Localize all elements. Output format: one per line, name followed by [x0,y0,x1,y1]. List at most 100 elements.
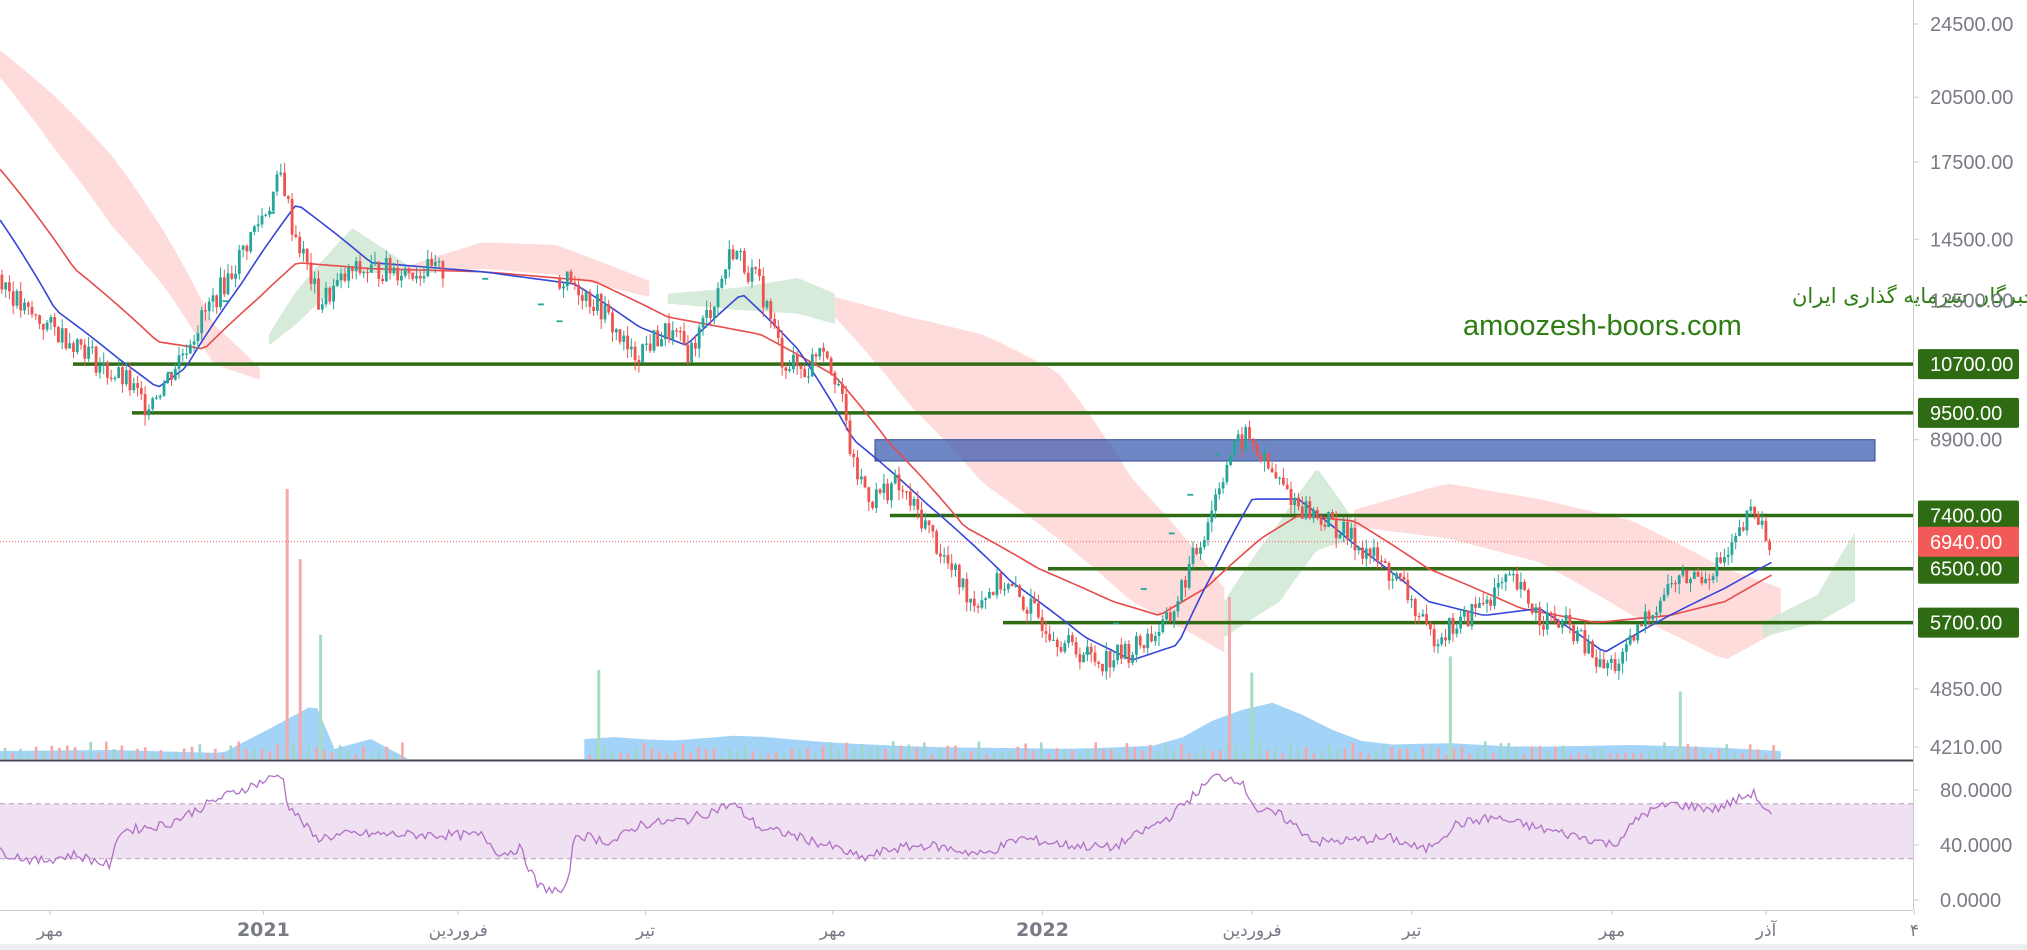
candle-body [275,174,279,192]
candle-body [724,269,727,279]
lagging-span-mark [269,211,275,214]
volume-bar [658,751,661,759]
candle-body [132,383,136,391]
candle-body [969,598,972,603]
candle-body [1478,602,1481,608]
cloud-segment [269,228,409,346]
candle-body [874,489,878,508]
volume-bar [292,743,295,759]
candle-body [972,598,976,606]
volume-bar [814,753,817,759]
candle-body [1519,581,1523,590]
candle-body [53,317,57,327]
rsi-scale[interactable]: 80.0000 40.0000 0.0000 [1913,780,2012,912]
candle-body [1523,581,1526,590]
candle-body [1764,520,1768,541]
volume-bar [1569,754,1573,759]
candle-body [629,346,633,350]
volume-bar [1304,746,1308,759]
support-resistance-lines[interactable] [73,362,1913,625]
candle-body [1768,540,1771,551]
price-scale[interactable]: 24500.00 20500.00 17500.00 14500.00 12500.00… [1913,14,2019,759]
level-badge[interactable]: 10700.00 [1918,349,2019,380]
time-tick-label: تیر [1401,921,1422,941]
candle-body [177,355,181,369]
candle-body [588,291,592,307]
volume-bar [136,748,139,759]
candle-body [98,365,102,373]
level-badge[interactable]: 6500.00 [1918,553,2019,584]
level-badge-bg [1918,500,2019,531]
candle-body [637,360,641,363]
candle-body [592,306,595,311]
level-badge-bg [1918,553,2019,584]
volume-bar [237,741,240,759]
candle-body [893,474,897,484]
level-badge[interactable]: 5700.00 [1918,607,2019,638]
candle-body [1240,434,1244,450]
candle-body [829,358,833,373]
resistance-zone[interactable] [874,439,1876,462]
level-badge-text: 10700.00 [1930,354,2013,376]
candle-body [1576,630,1579,642]
candle-body [1455,628,1459,634]
volume-bar [845,742,848,759]
candle-body [1018,585,1021,597]
candle-body [1229,455,1232,465]
price-pane[interactable]: انجمن خبرگان سرمایه گذاری ایران amoozesh… [0,0,2027,760]
lagging-span-mark [1168,532,1175,535]
candle-body [1248,427,1251,439]
volume-bar [175,751,178,759]
volume-bar [190,746,194,759]
volume-bar [229,745,233,759]
candle-body [1312,510,1315,519]
level-badge[interactable]: 7400.00 [1918,500,2019,531]
candle-body [1647,611,1651,620]
volume-bar [1772,744,1775,759]
candle-body [1191,547,1195,564]
rsi-tick-label: 40.0000 [1940,835,2012,857]
candle-body [1104,651,1108,672]
candle-body [622,335,626,342]
candle-body [814,354,818,357]
volume-histogram [0,489,1781,759]
candle-body [1315,510,1319,516]
volume-bar [42,751,46,759]
candle-body [1496,583,1500,588]
candle-body [1444,637,1447,641]
candle-body [1760,520,1764,525]
time-tick-label: فروردین [1223,921,1282,941]
candle-body [577,284,580,296]
candle-body [1681,570,1685,576]
candle-body [181,353,185,356]
level-badge[interactable]: 9500.00 [1918,397,2019,428]
volume-bar [89,741,92,759]
candle-body [1342,521,1346,535]
candle-body [739,250,742,253]
candle-body [1097,661,1101,664]
rsi-pane[interactable] [0,773,1913,895]
candle-body [1308,501,1312,519]
candle-body [810,354,814,377]
volume-bar [1717,749,1721,759]
candle-body [411,272,415,279]
current-price-badge[interactable]: 6940.00 [1918,526,2019,557]
volume-bar [1172,749,1175,759]
volume-bar [214,748,217,759]
volume-bar [27,753,30,759]
rsi-tick-label: 80.0000 [1940,780,2012,802]
candle-body [660,339,663,347]
volume-bar [1351,742,1355,759]
time-tick-label: 2021 [237,919,290,941]
candle-body [1014,585,1018,587]
volume-bar [1616,753,1619,759]
candle-body [162,383,166,396]
volume-bar [1709,753,1713,759]
price-tick-label: 17500.00 [1930,152,2013,174]
candle-body [230,273,234,279]
time-scale[interactable]: مهر 2021 فروردین تیر مهر 2022 فروردین تیر مهر آذر… [36,910,1919,941]
candle-body [1564,614,1568,621]
volume-spike [1250,672,1254,759]
time-tick-label: مهر [1598,921,1625,941]
